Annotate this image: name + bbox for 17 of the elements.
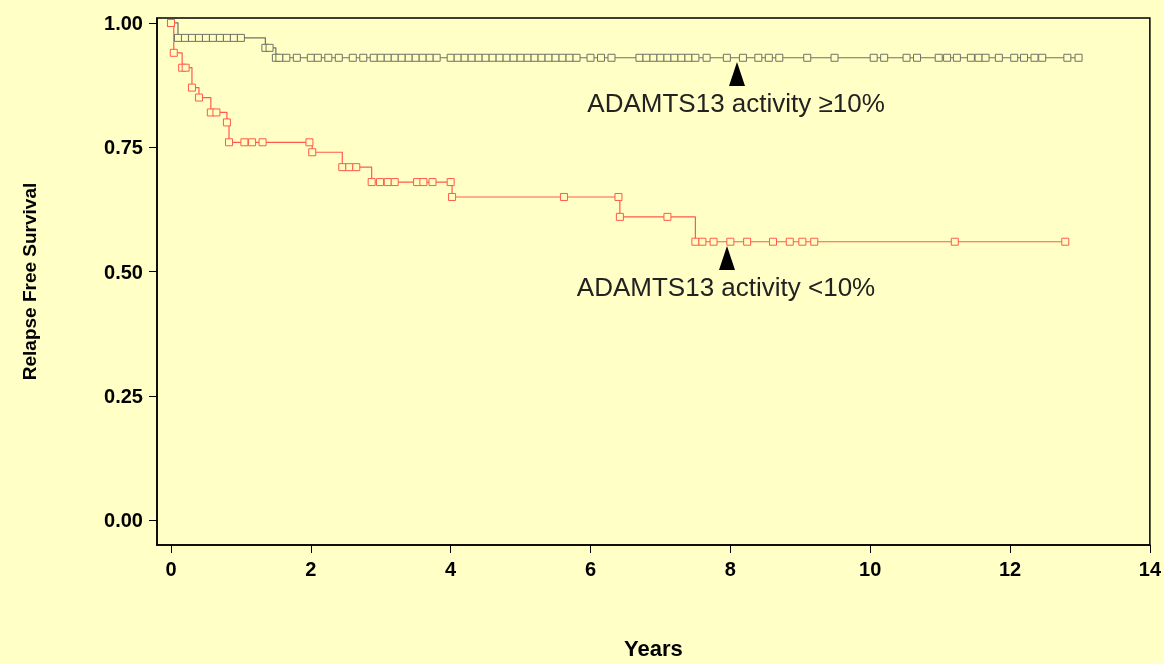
x-axis-title: Years <box>624 635 683 661</box>
y-tick-label: 1.00 <box>104 11 143 34</box>
x-tick-label: 0 <box>165 558 177 580</box>
y-tick-label: 0.75 <box>104 136 143 159</box>
y-axis-title: Relapse Free Survival <box>19 182 40 381</box>
x-tick-label: 4 <box>445 558 458 580</box>
x-tick-label: 12 <box>998 558 1022 580</box>
x-tick-label: 8 <box>724 558 736 580</box>
annotation: ADAMTS13 activity <10% <box>576 271 876 303</box>
x-tick-label: 2 <box>305 558 317 580</box>
x-tick-label: 14 <box>1138 558 1162 580</box>
y-tick-label: 0.50 <box>104 260 143 283</box>
y-tick-label: 0.00 <box>104 509 143 532</box>
annotation: ADAMTS13 activity ≥10% <box>587 87 885 119</box>
y-tick-label: 0.25 <box>104 384 143 407</box>
x-tick-label: 6 <box>584 558 597 580</box>
x-tick-label: 10 <box>859 558 882 580</box>
